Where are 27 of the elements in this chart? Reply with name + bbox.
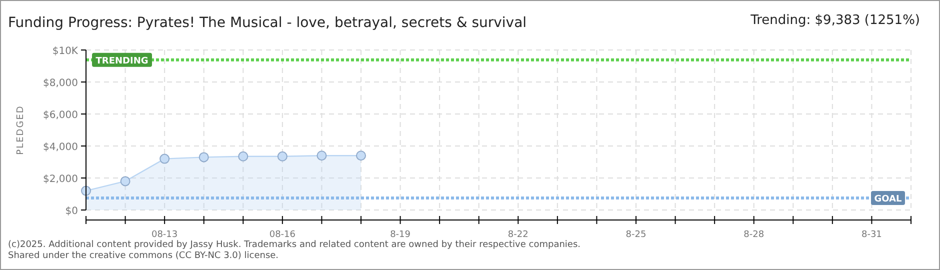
text: (c)2025. Additional content provided by Jassy Husk. Trademarks and related content are owned by their respective companies. [8, 240, 580, 250]
y-tick-label: $2,000 [43, 174, 78, 185]
y-axis-title: PLEDGED [16, 105, 26, 155]
point [120, 176, 130, 186]
point [198, 152, 209, 162]
y-tick-label: $4,000 [43, 142, 78, 153]
point [356, 150, 366, 161]
x-tick-label: 8-31 [861, 230, 882, 240]
y-tick-label: $10K [52, 46, 78, 57]
y-tick-label: $8,000 [43, 78, 78, 89]
point [160, 154, 170, 164]
ref-line-label: TRENDING [96, 56, 148, 66]
x-tick-label: 8-19 [390, 230, 411, 240]
chart-title: Funding Progress: Pyrates! The Musical - love, betrayal, secrets & survival [8, 15, 527, 31]
x-tick-label: 08-13 [151, 230, 178, 240]
chart-subtitle: Trending: $9,383 (1251%) [750, 13, 920, 28]
point [316, 150, 327, 161]
y-tick-label: $0 [65, 206, 78, 217]
point [277, 151, 288, 162]
y-tick-label: $6,000 [43, 110, 78, 121]
text: Shared under the creative commons (CC BY-NC 3.0) license. [8, 251, 279, 261]
point [238, 151, 248, 162]
ref-line-label: GOAL [874, 194, 902, 204]
x-tick-label: 8-28 [744, 230, 764, 240]
x-tick-label: 8-22 [508, 230, 528, 240]
x-tick-label: 08-16 [269, 230, 296, 240]
x-tick-label: 8-25 [626, 230, 646, 240]
